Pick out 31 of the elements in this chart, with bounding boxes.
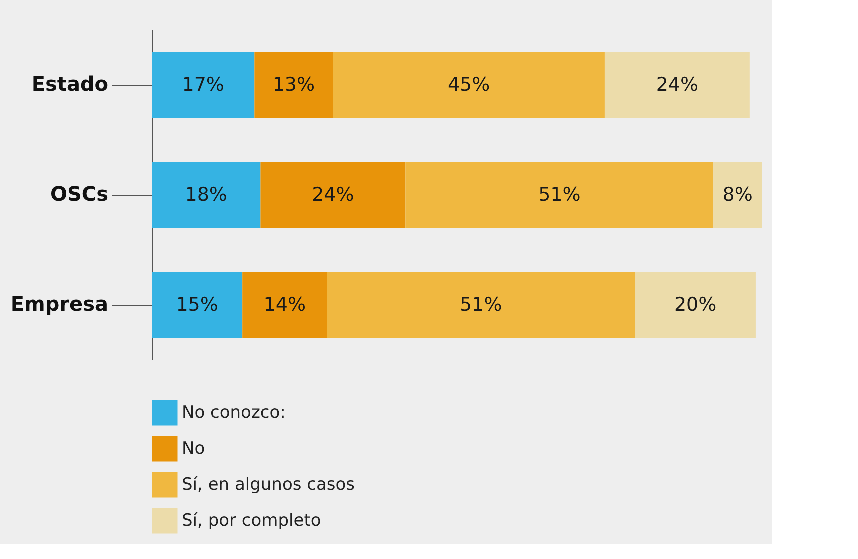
bar [254,52,334,118]
data-label: 13% [272,74,316,96]
bar [604,52,750,118]
legend-label: No [182,439,206,459]
bar [152,52,255,118]
data-label: 24% [656,74,699,96]
bar [242,272,328,338]
y-tick-label: Empresa [10,292,108,316]
data-label: 8% [722,184,753,206]
data-label: 14% [264,294,306,316]
data-label: 20% [674,294,717,316]
data-label: 17% [182,74,224,96]
bar [635,272,756,338]
legend-label: Sí, en algunos casos [182,475,356,495]
data-label: 15% [176,294,218,316]
data-label: 24% [312,184,354,206]
data-label: 51% [460,294,502,316]
bar [406,162,714,228]
bar [152,272,243,338]
bar [260,162,406,228]
bar [327,272,636,338]
bar [152,162,261,228]
bar [714,162,762,228]
y-tick-label: Estado [32,72,108,96]
legend-label: No conozco: [182,403,286,423]
bar [333,52,605,118]
data-label: 45% [448,74,490,96]
legend-label: Sí, por completo [182,511,322,531]
data-label: 18% [185,184,228,206]
y-tick-label: OSCs [50,182,108,206]
data-label: 51% [538,184,581,206]
